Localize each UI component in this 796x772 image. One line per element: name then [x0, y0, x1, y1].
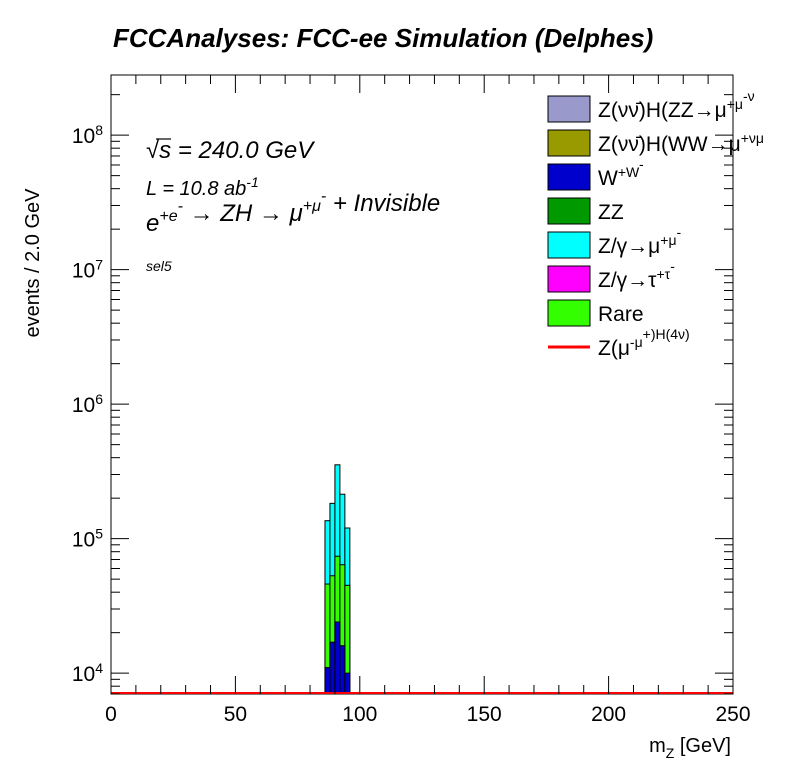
legend-label: Z/γ→τ+τ-​ [598, 258, 675, 292]
y-tick-label: 105​ [72, 526, 103, 552]
legend-label: ZZ [598, 201, 624, 224]
x-tick-label: 100 [342, 703, 377, 726]
annotation-process: e+e- → ZH → μ+μ- + Invisible [146, 188, 440, 237]
axes: 0 50 100 150 200 250 104​ 105​ 106​ 107​ 108​ [72, 75, 751, 726]
legend-label: Z(νν̄)H(WW→μ+νμ​ [598, 130, 764, 156]
bar-ww-1 [329, 641, 336, 695]
legend-label: W+W-​ [598, 156, 644, 190]
bar-ww-2 [334, 621, 341, 695]
y-axis-label: events / 2.0 GeV [22, 188, 44, 338]
annotations: √s = 240.0 GeV L = 10.8 ab-1​e+e- → ZH → … [146, 137, 440, 274]
y-tick-label: 108​ [72, 122, 103, 148]
bar-ww-0 [324, 667, 331, 695]
x-axis-label: mZ [GeV] [649, 735, 731, 761]
annotation-sqrt-s: √s = 240.0 GeV [146, 137, 315, 164]
annotation-selection: sel5 [146, 258, 172, 274]
annotation-luminosity: L = 10.8 ab-1​ [146, 174, 259, 200]
legend-swatch [547, 231, 591, 259]
legend-swatch [547, 197, 591, 225]
legend-label: Rare [598, 303, 644, 326]
bar-ww-4 [344, 672, 351, 695]
x-tick-label: 200 [591, 703, 626, 726]
stacked-bars [111, 464, 733, 695]
chart-title: FCCAnalyses: FCC-ee Simulation (Delphes) [113, 23, 653, 53]
legend-label: Z(νν̄)H(ZZ→μ+μ-ν​ [598, 88, 755, 122]
x-tick-label: 50 [224, 703, 247, 726]
legend-label: Z(μ-μ+)H(4ν)​ [598, 326, 690, 360]
x-tick-label: 150 [467, 703, 502, 726]
x-tick-label: 0 [105, 703, 117, 726]
bar-ww-3 [339, 645, 346, 695]
legend: Z(νν̄)H(ZZ→μ+μ-ν​ Z(νν̄)H(WW→μ+νμ​W+W-​ ZZ… [547, 88, 764, 360]
legend-swatch [547, 129, 591, 157]
y-tick-label: 104​ [72, 660, 103, 686]
legend-swatch [547, 95, 591, 123]
legend-swatch [547, 163, 591, 191]
y-tick-label: 107​ [72, 257, 103, 283]
y-tick-label: 106​ [72, 391, 103, 417]
legend-label: Z/γ→μ+μ-​ [598, 224, 682, 258]
legend-swatch [547, 299, 591, 327]
legend-swatch [547, 265, 591, 293]
x-tick-label: 250 [715, 703, 750, 726]
